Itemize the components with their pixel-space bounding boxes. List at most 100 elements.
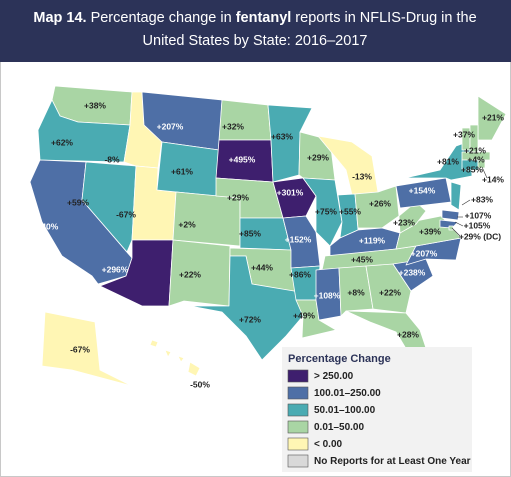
legend-swatch bbox=[287, 420, 309, 434]
state-shape bbox=[41, 311, 133, 387]
state-shape bbox=[461, 151, 491, 161]
state-label: -13% bbox=[352, 171, 372, 181]
state-shape bbox=[218, 99, 272, 141]
state-label: +61% bbox=[171, 166, 193, 176]
state-label: +86% bbox=[289, 269, 311, 279]
state-label: +22% bbox=[379, 287, 401, 297]
state-label: +29% (DC) bbox=[459, 231, 501, 241]
legend-title: Percentage Change bbox=[288, 353, 391, 365]
state-shape bbox=[187, 361, 201, 377]
state-label: +154% bbox=[409, 185, 436, 195]
state-label: +238% bbox=[399, 267, 426, 277]
title-text: Percentage change in bbox=[87, 10, 236, 26]
state-label: +495% bbox=[229, 154, 256, 164]
header-band bbox=[0, 0, 511, 62]
legend-label: 100.01–250.00 bbox=[314, 388, 381, 399]
state-label: +296% bbox=[102, 264, 129, 274]
header-title: Map 14. Percentage change in fentanyl re… bbox=[33, 10, 476, 26]
state-shape bbox=[450, 181, 462, 211]
state-label: +14% bbox=[482, 174, 504, 184]
leader-line bbox=[481, 166, 488, 179]
state-shape bbox=[441, 209, 460, 221]
legend-swatch bbox=[287, 403, 309, 417]
state-label: +207% bbox=[157, 121, 184, 131]
state-shape bbox=[149, 339, 159, 348]
state-shape bbox=[189, 255, 304, 361]
state-label: +63% bbox=[271, 131, 293, 141]
state-label: +44% bbox=[251, 262, 273, 272]
state-label: +32% bbox=[222, 121, 244, 131]
state-label: +85% bbox=[239, 228, 261, 238]
title-text: reports in NFLIS-Drug in the bbox=[291, 10, 476, 26]
state-shape bbox=[365, 263, 412, 314]
state-shape bbox=[405, 237, 462, 266]
state-labels: +38% +62% +140% +59% -8% -67% +296% +207% +61% +2… bbox=[32, 100, 505, 389]
title-bold: fentanyl bbox=[236, 10, 292, 26]
state-label: +26% bbox=[369, 198, 391, 208]
state-label: +55% bbox=[339, 206, 361, 216]
state-shape bbox=[164, 349, 172, 358]
state-label: +107% bbox=[465, 210, 492, 220]
state-shape bbox=[81, 161, 137, 253]
state-shape bbox=[177, 355, 185, 363]
state-shape bbox=[448, 225, 454, 231]
state-label: +59% bbox=[67, 197, 89, 207]
leader-line bbox=[461, 199, 471, 206]
state-label: -50% bbox=[190, 379, 210, 389]
state-label: +21% bbox=[464, 145, 486, 155]
legend-label: > 250.00 bbox=[314, 371, 354, 382]
legend: Percentage Change > 250.00 100.01–250.00 5… bbox=[282, 347, 472, 472]
legend-swatch bbox=[287, 437, 309, 451]
map-number: Map 14. bbox=[33, 10, 86, 26]
legend-swatch bbox=[287, 454, 309, 468]
state-label: +81% bbox=[437, 156, 459, 166]
state-label: +83% bbox=[471, 194, 493, 204]
legend-swatch bbox=[287, 369, 309, 383]
state-label: +22% bbox=[179, 269, 201, 279]
state-shape bbox=[315, 267, 342, 321]
state-label: -67% bbox=[70, 344, 90, 354]
state-shape bbox=[168, 239, 231, 307]
state-shapes bbox=[29, 85, 507, 387]
state-label: +29% bbox=[307, 152, 329, 162]
state-label: +105% bbox=[464, 220, 491, 230]
state-shape bbox=[272, 177, 317, 219]
state-label: +21% bbox=[482, 112, 504, 122]
legend-box bbox=[282, 347, 472, 472]
state-label: +37% bbox=[453, 129, 475, 139]
state-label: +85% bbox=[461, 164, 483, 174]
state-shape bbox=[477, 159, 486, 169]
state-label: +119% bbox=[359, 235, 386, 245]
legend-label: 50.01–100.00 bbox=[314, 405, 376, 416]
state-label: +301% bbox=[277, 187, 304, 197]
legend-swatch bbox=[287, 386, 309, 400]
state-label: +4% bbox=[467, 154, 485, 164]
state-shape bbox=[338, 265, 374, 317]
state-label: +29% bbox=[227, 192, 249, 202]
state-label: +38% bbox=[84, 100, 106, 110]
state-shape bbox=[461, 159, 479, 171]
legend-label: No Reports for at Least One Year bbox=[314, 456, 471, 467]
state-label: +75% bbox=[315, 206, 337, 216]
header-title-line2: United States by State: 2016–2017 bbox=[143, 33, 368, 49]
state-label: +28% bbox=[397, 329, 419, 339]
state-label: -8% bbox=[104, 154, 120, 164]
state-label: +8% bbox=[347, 287, 365, 297]
state-label: +152% bbox=[285, 234, 312, 244]
state-label: +207% bbox=[411, 248, 438, 258]
state-label: +45% bbox=[351, 254, 373, 264]
state-label: +49% bbox=[293, 310, 315, 320]
state-label: +2% bbox=[178, 219, 196, 229]
state-label: +72% bbox=[239, 314, 261, 324]
leader-line bbox=[454, 221, 464, 227]
leader-line bbox=[451, 227, 461, 237]
state-label: +39% bbox=[419, 226, 441, 236]
legend-label: 0.01–50.00 bbox=[314, 422, 364, 433]
state-label: +108% bbox=[314, 290, 341, 300]
state-label: +23% bbox=[393, 217, 415, 227]
state-label: -67% bbox=[116, 209, 136, 219]
legend-label: < 0.00 bbox=[314, 439, 343, 450]
state-label: +62% bbox=[51, 137, 73, 147]
state-label: +140% bbox=[32, 221, 59, 231]
